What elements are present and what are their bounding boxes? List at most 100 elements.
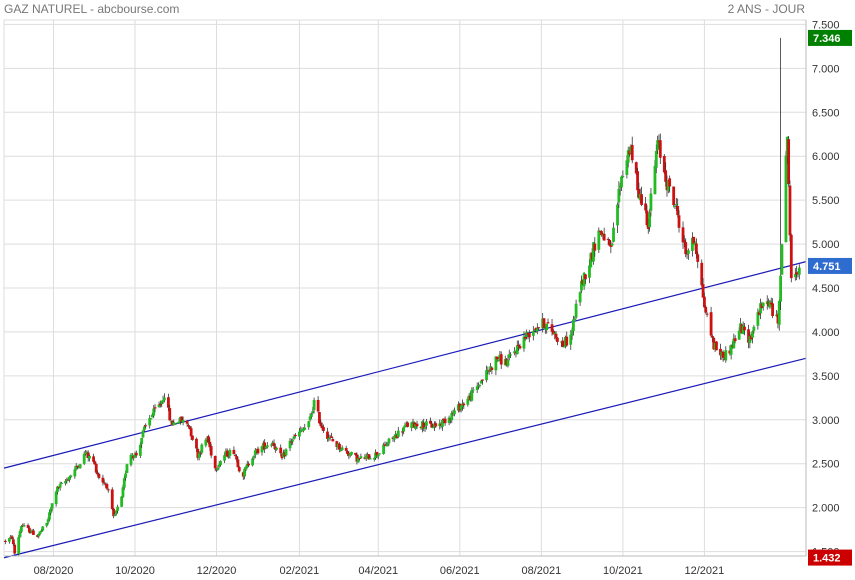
candle-up (475, 386, 479, 391)
candle-up (40, 530, 43, 532)
candle-up (578, 292, 582, 303)
candle-down (331, 439, 335, 442)
candle-down (316, 399, 320, 412)
y-tick-label: 5.000 (812, 239, 840, 251)
candle-down (322, 427, 325, 431)
candle-down (213, 455, 217, 469)
candle-down (593, 243, 597, 251)
candle-up (260, 446, 264, 453)
candles (3, 37, 801, 556)
candle-up (759, 303, 762, 314)
y-tick-label: 5.500 (812, 195, 840, 207)
candle-up (41, 526, 45, 531)
candle-up (724, 350, 728, 361)
candle-down (701, 284, 705, 298)
candle-down (168, 408, 172, 421)
price-badge (808, 257, 852, 274)
price-badge (808, 549, 852, 566)
candle-down (208, 441, 212, 448)
candle-up (793, 274, 797, 278)
candle-down (637, 189, 641, 199)
candle-up (69, 475, 73, 478)
candle-down (330, 436, 333, 438)
x-tick-label: 04/2021 (358, 565, 398, 577)
candle-down (518, 345, 522, 349)
candle-up (116, 506, 120, 511)
candle-down (787, 139, 791, 185)
candle-up (129, 454, 133, 465)
candle-up (761, 302, 765, 307)
candle-up (506, 359, 510, 366)
candle-up (410, 422, 414, 429)
candle-down (550, 324, 554, 332)
candle-down (682, 240, 686, 243)
candle-down (721, 351, 725, 358)
candle-up (562, 346, 566, 348)
candle-down (672, 186, 676, 206)
candle-up (535, 328, 539, 332)
candle-down (677, 215, 681, 228)
candle-up (376, 454, 380, 457)
candle-up (172, 422, 176, 426)
candle-up (522, 336, 526, 349)
candle-down (788, 185, 792, 236)
candle-up (74, 465, 78, 470)
candle-up (124, 473, 128, 478)
candle-up (216, 467, 220, 470)
axes: 1.5002.0002.5003.0003.5004.0004.5005.000… (4, 19, 840, 577)
candle-down (499, 354, 503, 365)
candle-up (269, 444, 273, 446)
candle-up (378, 453, 382, 455)
candle-down (92, 456, 95, 462)
candle-down (668, 178, 672, 187)
candle-up (312, 400, 316, 411)
y-tick-label: 2.000 (812, 503, 840, 515)
candle-down (415, 423, 419, 427)
candle-up (403, 425, 407, 428)
candle-up (22, 525, 26, 527)
candle-up (245, 463, 249, 468)
candle-down (207, 436, 210, 443)
candle-down (490, 367, 494, 370)
candle-down (555, 337, 559, 342)
candle-down (676, 205, 680, 216)
candle-up (219, 461, 222, 466)
candle-up (141, 430, 145, 438)
candle-up (227, 456, 230, 458)
candle-down (263, 442, 267, 450)
x-tick-label: 10/2021 (603, 565, 643, 577)
channel-line-lower (3, 357, 807, 559)
candle-down (102, 482, 106, 484)
candle-down (771, 303, 774, 317)
x-tick-label: 10/2020 (115, 565, 155, 577)
candle-up (150, 414, 154, 418)
candle-down (606, 238, 610, 240)
candle-up (423, 427, 427, 429)
candle-down (86, 452, 90, 458)
candle-down (112, 508, 116, 517)
candle-down (523, 337, 527, 339)
candle-up (592, 242, 595, 262)
candle-down (105, 483, 109, 489)
y-tick-label: 6.500 (812, 107, 840, 119)
candle-up (471, 389, 475, 391)
candle-down (704, 306, 708, 313)
candle-down (233, 455, 237, 457)
candle-up (197, 452, 201, 458)
candle-down (644, 203, 647, 211)
candle-up (625, 160, 629, 175)
candle-down (189, 428, 193, 437)
x-tick-label: 08/2020 (34, 565, 74, 577)
candle-down (462, 403, 466, 406)
candle-down (185, 420, 189, 424)
candle-down (705, 313, 709, 315)
candle-up (597, 230, 601, 250)
candle-down (93, 461, 97, 465)
candle-down (422, 422, 426, 429)
candle-up (780, 244, 784, 275)
candle-down (318, 412, 321, 424)
candle-up (140, 437, 144, 445)
candle-up (56, 486, 59, 493)
candle-down (554, 333, 558, 339)
candle-up (148, 418, 152, 426)
